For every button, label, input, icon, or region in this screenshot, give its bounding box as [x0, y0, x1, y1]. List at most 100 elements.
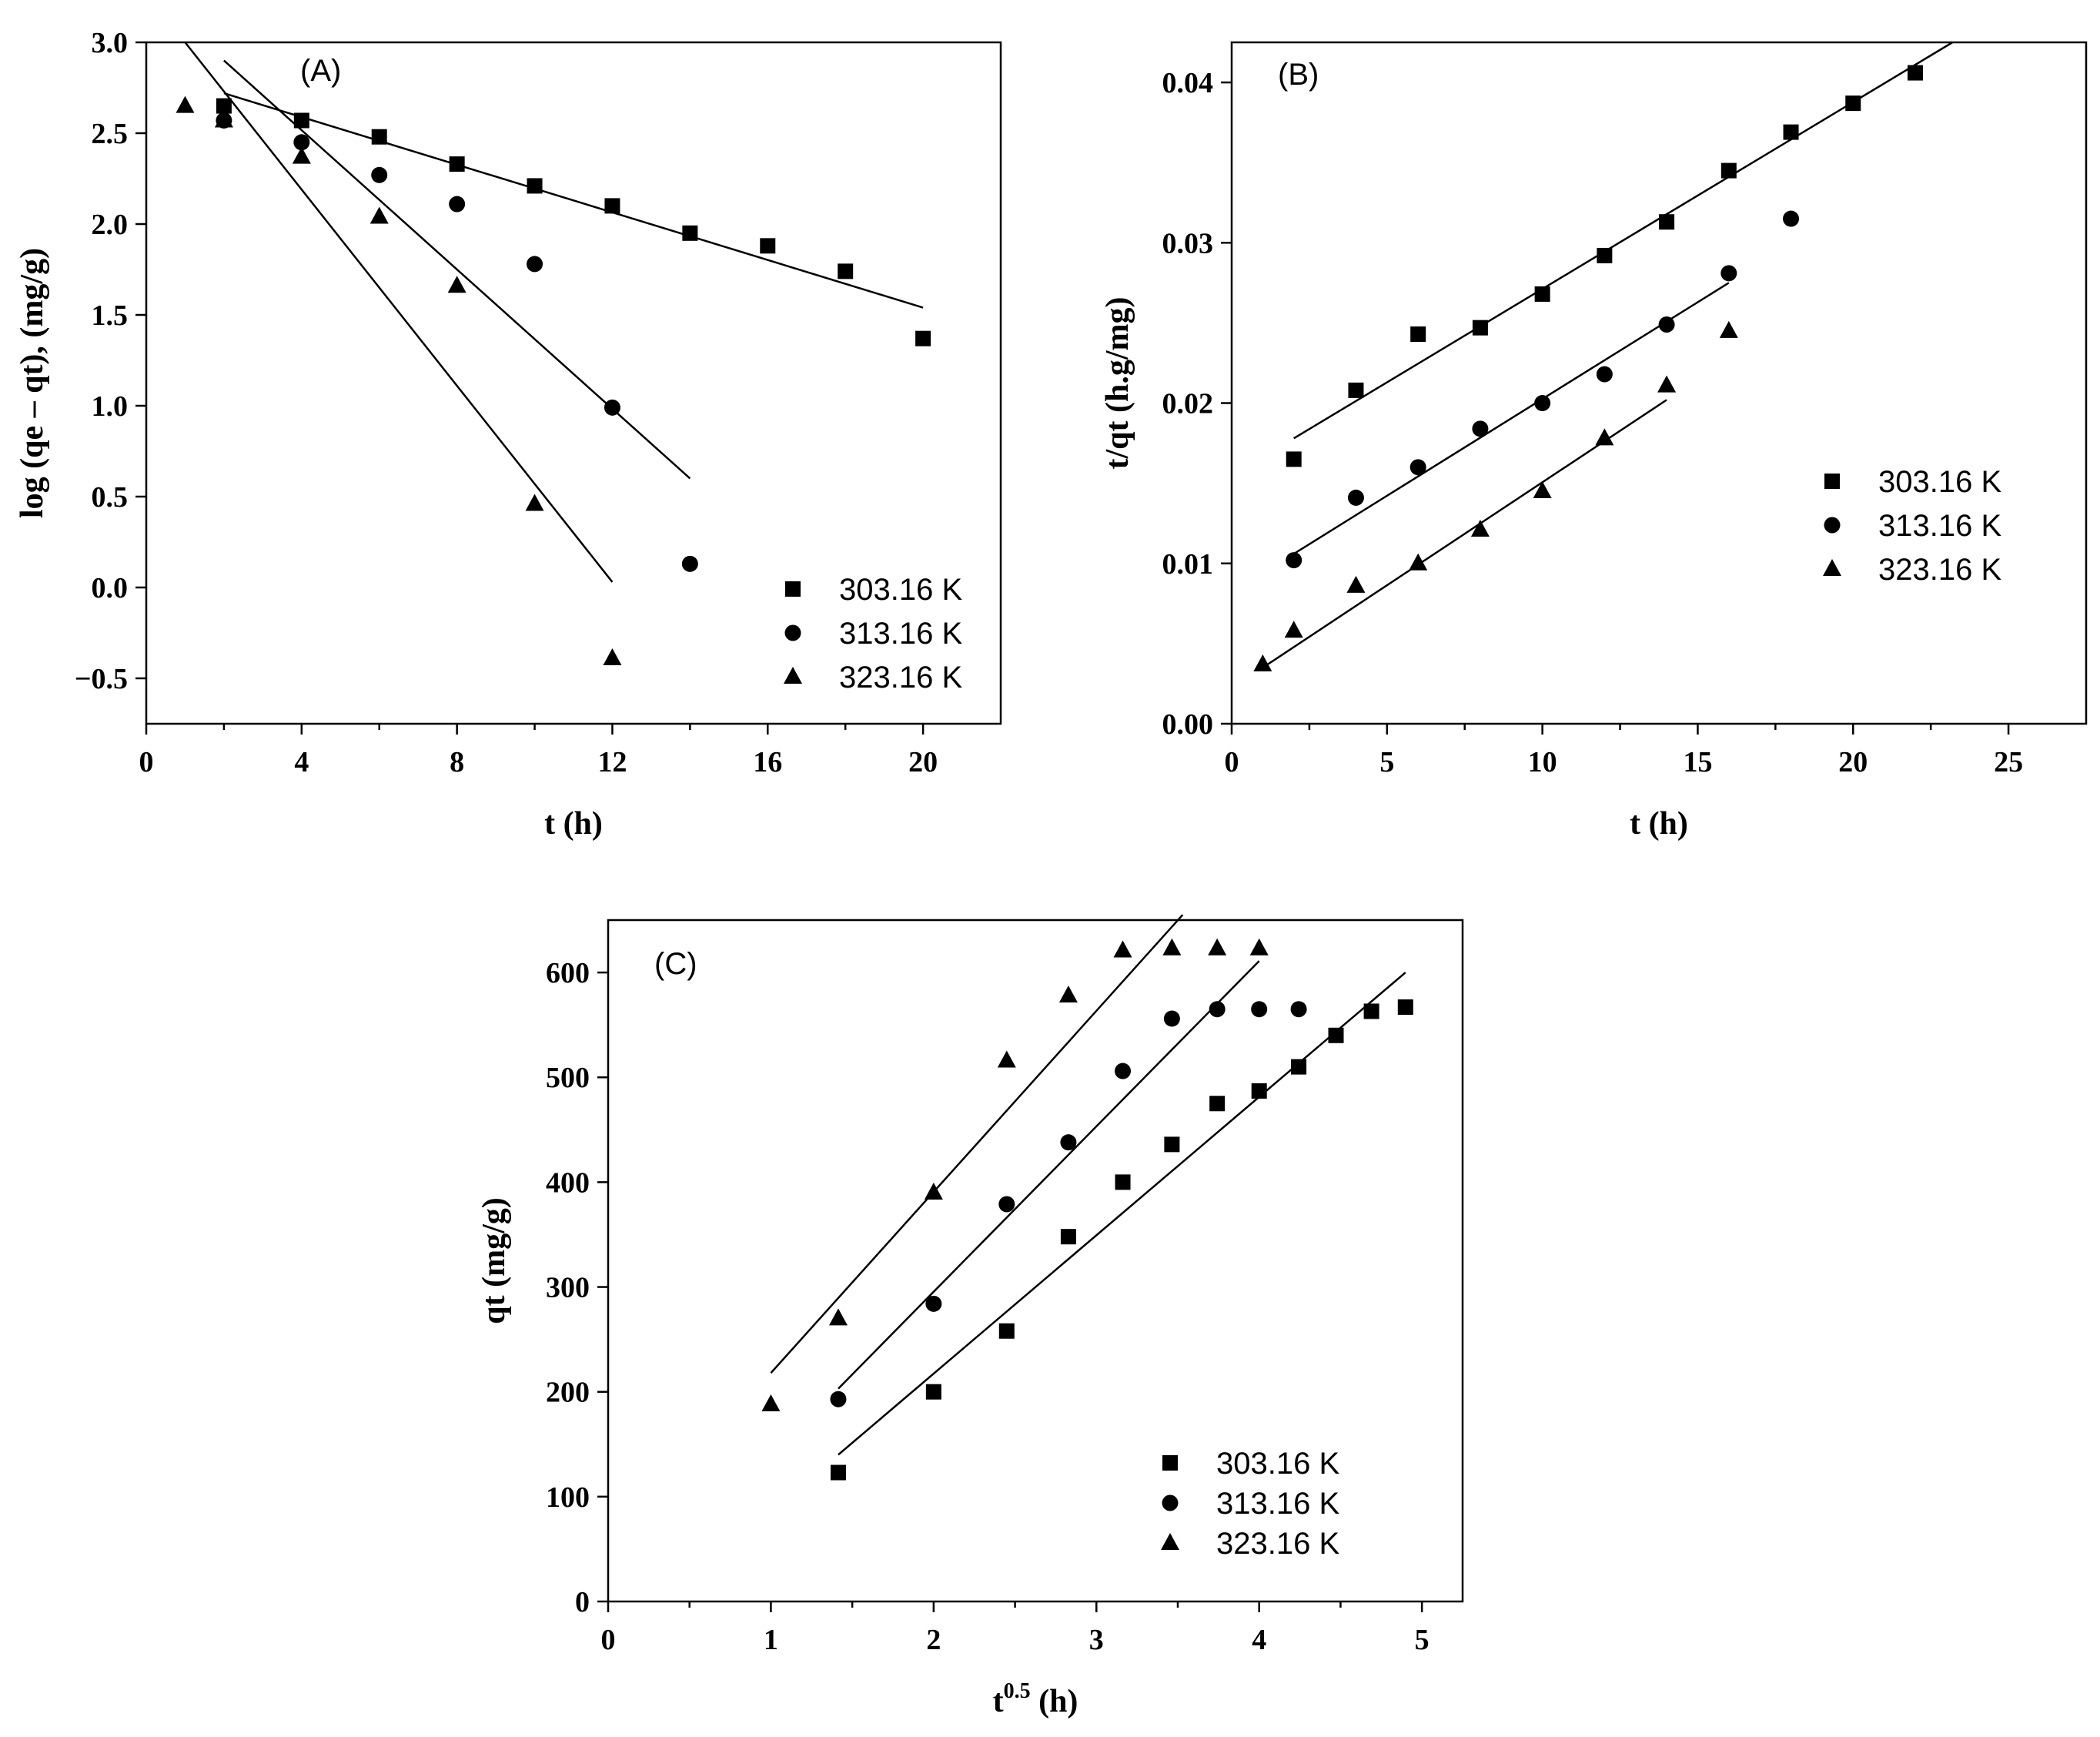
data-point [761, 1394, 781, 1412]
data-point [604, 399, 620, 416]
y-tick-label: 1.5 [92, 300, 129, 332]
data-point [1409, 459, 1426, 476]
y-tick-label: 3.0 [92, 27, 129, 59]
data-point [1328, 1027, 1344, 1043]
x-tick-label: 5 [1379, 746, 1394, 778]
data-point [216, 98, 232, 114]
data-point [1163, 1010, 1180, 1027]
panel-a: 0 4 8 12 16 20 −0.5 0.0 0.5 1.0 1.5 2.0 2.5 3.0 t (h) l… [15, 27, 1002, 842]
data-point [1348, 382, 1364, 398]
y-tick-label: 2.0 [92, 209, 129, 241]
data-point [1060, 1134, 1077, 1151]
data-point [527, 178, 543, 194]
data-point [1657, 375, 1677, 393]
fit-line [770, 914, 1184, 1374]
data-point [1534, 286, 1550, 302]
data-point [1058, 986, 1078, 1003]
x-axis-title-text: t (h) [1630, 806, 1688, 842]
legend-marker [1162, 1455, 1178, 1471]
data-point [292, 146, 311, 164]
data-point [830, 1391, 847, 1407]
data-point [925, 1295, 942, 1312]
data-point [1284, 621, 1303, 638]
y-tick-label: 0.01 [1162, 548, 1214, 581]
data-point [1286, 451, 1302, 467]
data-point [1113, 940, 1132, 958]
x-tick-label: 5 [1415, 1624, 1430, 1656]
data-point [1290, 1001, 1307, 1018]
x-axis-title: t0.5 (h) [993, 1679, 1078, 1719]
data-point [603, 648, 622, 666]
data-point [371, 166, 388, 183]
data-point [1719, 320, 1738, 338]
y-tick-label: 0.5 [92, 481, 129, 514]
legend-marker [1162, 1494, 1179, 1511]
data-point [1363, 1003, 1379, 1019]
panel-label: (B) [1278, 58, 1319, 92]
legend-label: 303.16 K [1878, 465, 2001, 499]
legend-marker [1824, 517, 1841, 534]
data-point [1115, 1063, 1132, 1079]
data-point [1783, 210, 1800, 227]
series-square [830, 972, 1413, 1481]
data-point [1208, 938, 1227, 956]
legend-label: 323.16 K [839, 661, 962, 694]
data-point [370, 206, 389, 224]
x-tick-label: 4 [1252, 1624, 1266, 1656]
data-point [1596, 366, 1613, 383]
y-tick-label: 0 [575, 1586, 590, 1618]
fit-line [223, 92, 924, 309]
data-point [760, 238, 776, 254]
fit-line [838, 972, 1406, 1456]
data-point [1470, 520, 1490, 537]
data-point [1410, 326, 1426, 342]
fit-line [1293, 41, 1954, 440]
y-tick-label: 0.0 [92, 572, 129, 604]
legend-label: 303.16 K [839, 573, 962, 607]
series-circle [830, 960, 1307, 1407]
data-point [1533, 481, 1552, 499]
data-point [997, 1050, 1016, 1068]
data-point [1251, 1001, 1268, 1018]
x-tick-label: 10 [1528, 746, 1557, 778]
data-point [1251, 1083, 1267, 1099]
data-point [525, 494, 544, 511]
data-point [1286, 552, 1302, 569]
data-point [176, 95, 195, 113]
data-point [1597, 247, 1613, 263]
series-triangle [761, 914, 1269, 1412]
data-point [998, 1196, 1015, 1213]
data-point [447, 276, 466, 293]
data-point [1658, 316, 1675, 333]
legend-marker [1161, 1533, 1179, 1550]
data-point [527, 256, 543, 273]
x-axis-title: t (h) [544, 806, 603, 842]
data-point [293, 112, 309, 129]
data-point [838, 263, 854, 279]
y-tick-label: 400 [546, 1166, 590, 1199]
series-square [1286, 41, 1954, 467]
x-tick-label: 12 [597, 746, 627, 778]
data-point [915, 330, 931, 346]
legend-label: 303.16 K [1216, 1447, 1339, 1481]
x-axis-title-text: t (h) [544, 806, 603, 842]
x-tick-label: 1 [764, 1624, 778, 1656]
y-tick-label: 0.03 [1162, 227, 1214, 259]
legend-marker [1824, 474, 1840, 489]
y-tick-label: 100 [546, 1481, 590, 1514]
data-point [604, 198, 620, 214]
series-square [216, 92, 931, 346]
data-point [1253, 654, 1272, 671]
data-point [1720, 265, 1737, 282]
x-tick-label: 0 [601, 1624, 616, 1656]
y-tick-label: 500 [546, 1062, 590, 1094]
data-point [1164, 1136, 1180, 1153]
x-axis-title: t (h) [1630, 806, 1688, 842]
x-tick-label: 8 [450, 746, 464, 778]
data-point [214, 110, 233, 128]
data-point [1720, 162, 1737, 179]
data-point [1060, 1229, 1076, 1245]
data-point [1472, 320, 1488, 336]
